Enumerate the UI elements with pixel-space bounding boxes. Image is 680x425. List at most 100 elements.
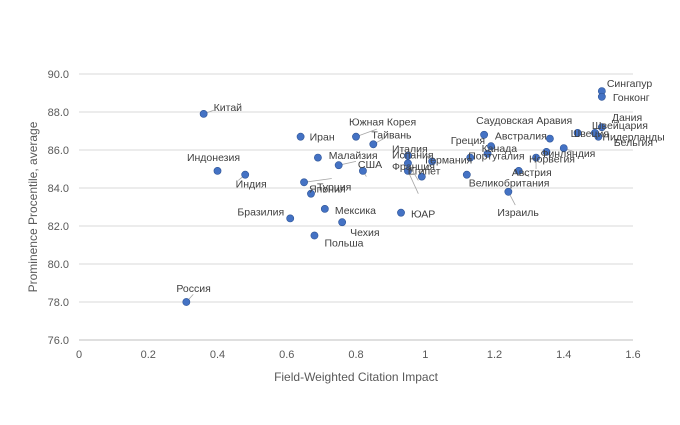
point-label: Австрия	[512, 167, 552, 179]
x-tick-label: 0.2	[141, 349, 156, 361]
y-axis-title: Prominence Procentile, average	[26, 121, 40, 292]
data-point	[559, 144, 568, 152]
data-point	[182, 298, 191, 306]
leader-line	[304, 178, 332, 183]
point-label: Индонезия	[187, 152, 240, 164]
x-tick-label: 1.6	[625, 349, 640, 361]
point-label: Финляндия	[540, 148, 595, 160]
data-point	[310, 231, 319, 240]
x-tick-label: 1.2	[487, 349, 502, 361]
data-point	[480, 130, 489, 139]
data-point	[597, 123, 606, 132]
data-point	[334, 161, 343, 170]
x-tick-label: 1	[422, 349, 428, 361]
data-point	[320, 204, 329, 213]
data-point	[241, 170, 250, 179]
point-label: Индия	[236, 179, 267, 191]
data-point	[359, 166, 367, 175]
point-label: Швейцария	[592, 120, 648, 132]
data-point	[338, 218, 347, 227]
point-label: Тайвань	[371, 129, 412, 141]
point-label: Бразилия	[237, 206, 284, 218]
x-tick-label: 0.8	[348, 349, 363, 361]
point-label: Саудовская Аравия	[476, 115, 572, 127]
point-label: Италия	[392, 144, 428, 156]
x-tick-label: 0	[76, 349, 82, 361]
x-tick-label: 0.6	[279, 349, 294, 361]
point-label: Испания	[392, 149, 434, 161]
data-point	[546, 134, 554, 143]
point-label: Германия	[425, 154, 472, 166]
point-label: Дания	[612, 112, 642, 124]
data-point	[296, 132, 305, 141]
data-point	[514, 166, 523, 175]
data-point	[466, 153, 475, 162]
data-point	[352, 132, 360, 141]
data-point	[542, 147, 551, 156]
point-label: Турция	[317, 182, 351, 194]
data-point	[594, 132, 603, 141]
point-label: Малайзия	[329, 150, 378, 162]
point-label: Бельгия	[614, 137, 653, 149]
point-label: Франция	[392, 161, 435, 173]
data-point	[199, 110, 208, 118]
point-label: Великобритания	[469, 178, 550, 190]
point-label: Япония	[309, 183, 345, 195]
data-point	[397, 208, 405, 217]
point-label: ЮАР	[411, 209, 435, 221]
y-tick-label: 90.0	[48, 69, 69, 81]
data-point	[286, 214, 295, 223]
x-tick-label: 1.4	[556, 349, 571, 361]
data-point	[213, 166, 222, 175]
point-label: Израиль	[497, 207, 539, 219]
y-tick-label: 78.0	[48, 297, 69, 309]
data-point	[404, 151, 412, 160]
data-points	[182, 87, 606, 306]
x-axis-title: Field-Weighted Citation Impact	[274, 370, 439, 384]
point-label: Сингапур	[607, 78, 653, 90]
point-label: Канада	[482, 143, 518, 155]
point-label: Польша	[324, 238, 363, 250]
point-label: Норвегия	[529, 154, 575, 166]
point-label: Египет	[408, 166, 441, 178]
y-tick-label: 82.0	[48, 221, 69, 233]
point-label: Швеция	[571, 128, 610, 140]
data-point	[532, 153, 540, 162]
data-point	[573, 128, 582, 137]
point-label: Чехия	[350, 227, 379, 239]
data-point	[597, 92, 606, 101]
point-label: Греция	[451, 135, 485, 147]
data-point	[404, 166, 412, 175]
point-label: Нидерланды	[602, 132, 664, 144]
data-labels: СингапурГонконгДанияШвейцарияНидерландыБ…	[176, 78, 664, 295]
y-tick-label: 80.0	[48, 259, 69, 271]
point-label: Иран	[310, 132, 335, 144]
data-point	[483, 149, 492, 158]
data-point	[504, 187, 513, 196]
data-point	[404, 159, 412, 168]
point-label: Южная Корея	[349, 117, 416, 129]
data-point	[369, 140, 378, 149]
y-tick-label: 88.0	[48, 107, 69, 119]
data-point	[487, 142, 495, 151]
point-label: Гонконг	[613, 92, 650, 104]
leader-line	[407, 170, 419, 194]
data-point	[462, 170, 471, 179]
data-point	[307, 189, 315, 198]
gridlines	[79, 73, 633, 303]
point-label: Россия	[176, 283, 210, 295]
data-point	[314, 153, 322, 162]
data-point	[300, 178, 308, 187]
y-axis-ticks: 76.0 78.0 80.0 82.0 84.0 86.0 88.0 90.0	[48, 69, 69, 347]
data-point	[428, 157, 437, 166]
point-label: Австралия	[495, 131, 547, 143]
y-tick-label: 86.0	[48, 145, 69, 157]
y-tick-label: 76.0	[48, 335, 69, 347]
point-label: Мексика	[335, 205, 376, 217]
x-axis-ticks: 0 0.2 0.4 0.6 0.8 1 1.2 1.4 1.6	[76, 349, 641, 361]
point-label: США	[358, 159, 382, 171]
point-label: Китай	[214, 102, 243, 114]
x-tick-label: 0.4	[210, 349, 225, 361]
data-point	[417, 172, 426, 181]
